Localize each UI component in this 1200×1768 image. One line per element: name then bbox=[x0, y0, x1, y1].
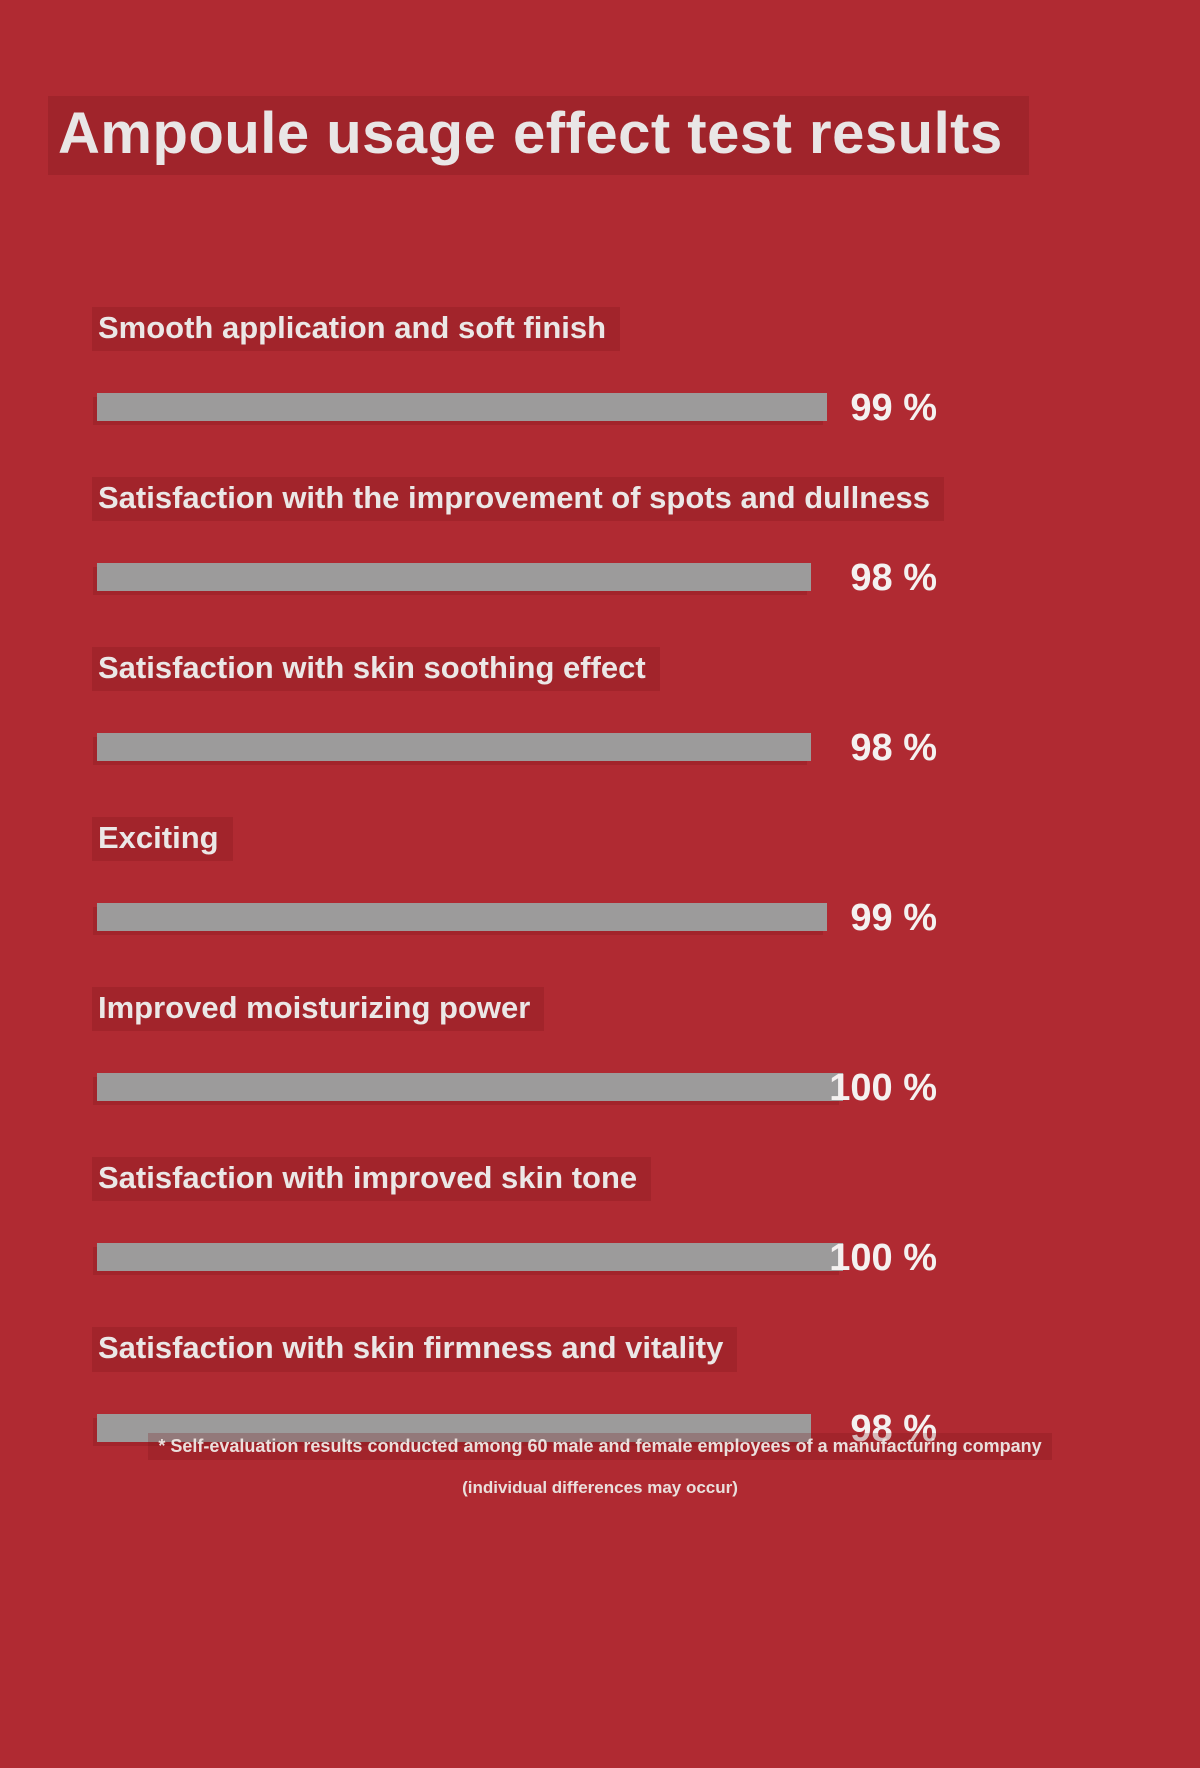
bar-label-line: Satisfaction with skin firmness and vita… bbox=[0, 1327, 1200, 1372]
bar-line: 98 % bbox=[0, 727, 1200, 771]
bar-fill bbox=[97, 903, 827, 932]
bar-chart: Smooth application and soft finish 99 % … bbox=[0, 306, 1200, 1452]
bar-line: 100 % bbox=[0, 1237, 1200, 1281]
bar-label-line: Satisfaction with improved skin tone bbox=[0, 1157, 1200, 1202]
footnotes: * Self-evaluation results conducted amon… bbox=[0, 1433, 1200, 1498]
bar-row: Satisfaction with skin firmness and vita… bbox=[0, 1327, 1200, 1451]
bar-row: Satisfaction with the improvement of spo… bbox=[0, 476, 1200, 601]
bar-label: Satisfaction with skin soothing effect bbox=[92, 647, 660, 692]
bar-label: Satisfaction with improved skin tone bbox=[92, 1157, 652, 1202]
bar-fill bbox=[97, 1243, 843, 1272]
page-title: Ampoule usage effect test results bbox=[48, 96, 1029, 175]
bar-value: 99 % bbox=[850, 386, 937, 429]
bar-value: 99 % bbox=[850, 897, 937, 940]
bar-value: 98 % bbox=[850, 557, 937, 600]
bar-label-line: Smooth application and soft finish bbox=[0, 306, 1200, 351]
bar-label: Exciting bbox=[92, 817, 233, 862]
bar-row: Smooth application and soft finish 99 % bbox=[0, 306, 1200, 431]
bar-label-line: Satisfaction with skin soothing effect bbox=[0, 647, 1200, 692]
bar-label: Smooth application and soft finish bbox=[92, 306, 621, 351]
bar-fill bbox=[97, 563, 811, 592]
bar-fill bbox=[97, 733, 811, 762]
bar-fill bbox=[97, 392, 827, 421]
bar-label-line: Improved moisturizing power bbox=[0, 987, 1200, 1032]
bar-line: 99 % bbox=[0, 387, 1200, 431]
bar-line: 99 % bbox=[0, 897, 1200, 941]
bar-label: Satisfaction with skin firmness and vita… bbox=[92, 1327, 738, 1372]
bar-label-line: Satisfaction with the improvement of spo… bbox=[0, 476, 1200, 522]
bar-value: 98 % bbox=[850, 1407, 937, 1450]
footnote-line-2: (individual differences may occur) bbox=[462, 1478, 738, 1497]
bar-value: 100 % bbox=[829, 1067, 937, 1110]
bar-label-line: Exciting bbox=[0, 817, 1200, 862]
bar-label: Satisfaction with the improvement of spo… bbox=[92, 476, 944, 522]
bar-fill bbox=[97, 1073, 843, 1102]
footnote-line-1-wrap: * Self-evaluation results conducted amon… bbox=[0, 1433, 1200, 1460]
bar-row: Satisfaction with improved skin tone 100… bbox=[0, 1157, 1200, 1281]
bar-line: 98 % bbox=[0, 1408, 1200, 1452]
bar-line: 98 % bbox=[0, 557, 1200, 601]
footnote-line-1: * Self-evaluation results conducted amon… bbox=[148, 1433, 1052, 1460]
title-wrap: Ampoule usage effect test results bbox=[0, 0, 1200, 175]
bar-value: 98 % bbox=[850, 727, 937, 770]
bar-row: Satisfaction with skin soothing effect 9… bbox=[0, 647, 1200, 771]
bar-row: Improved moisturizing power 100 % bbox=[0, 987, 1200, 1111]
bar-row: Exciting 99 % bbox=[0, 817, 1200, 941]
bar-line: 100 % bbox=[0, 1067, 1200, 1111]
bar-value: 100 % bbox=[829, 1237, 937, 1280]
bar-label: Improved moisturizing power bbox=[92, 987, 545, 1032]
bar-fill bbox=[97, 1413, 811, 1442]
